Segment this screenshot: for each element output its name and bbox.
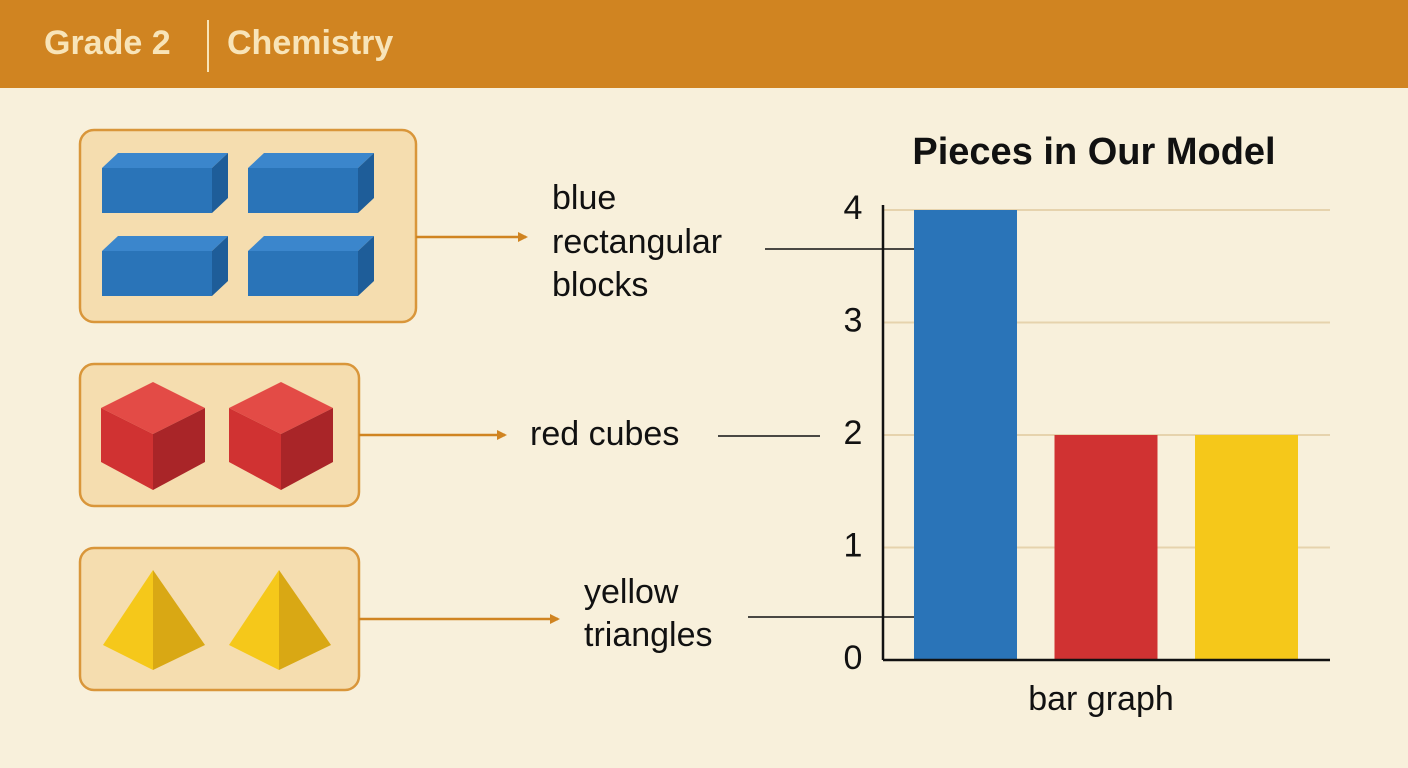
block [248, 236, 374, 296]
y-tick-label: 2 [844, 414, 863, 452]
bar [1054, 435, 1158, 660]
subject: Chemistry [227, 24, 393, 62]
block [102, 153, 228, 213]
bar [914, 210, 1017, 660]
y-tick-label: 3 [844, 301, 863, 339]
bar [1195, 435, 1298, 660]
item-label: triangles [584, 616, 713, 654]
header-bar [0, 0, 1408, 88]
item-label: rectangular [552, 223, 722, 261]
item-label: blue [552, 179, 616, 217]
bar-chart: 0 1 2 3 4 [844, 189, 1330, 677]
block [102, 236, 228, 296]
grade: Grade 2 [44, 24, 171, 62]
y-tick-label: 0 [844, 639, 863, 677]
item-label: blocks [552, 266, 648, 304]
chart-title: Pieces in Our Model [912, 131, 1275, 173]
x-axis-label: bar graph [1028, 680, 1174, 718]
y-tick-label: 1 [844, 526, 863, 564]
item-label: yellow [584, 573, 679, 611]
item-label: red cubes [530, 415, 679, 453]
block [248, 153, 374, 213]
y-tick-label: 4 [844, 189, 863, 227]
